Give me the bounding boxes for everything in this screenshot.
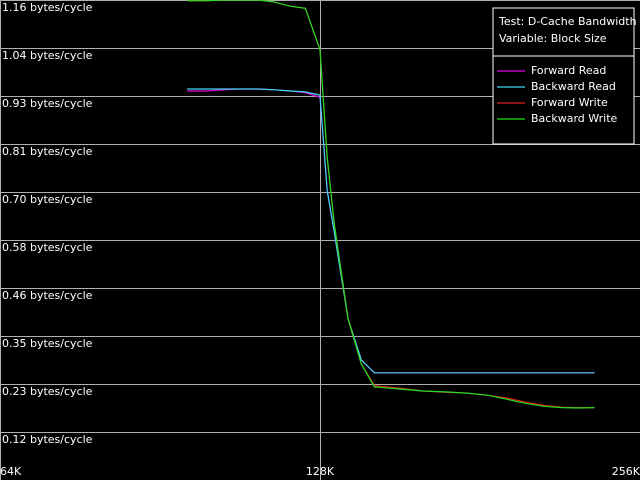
- y-tick-label: 0.23 bytes/cycle: [2, 385, 93, 398]
- y-tick-label: 0.58 bytes/cycle: [2, 241, 93, 254]
- y-tick-label: 0.70 bytes/cycle: [2, 193, 93, 206]
- y-tick-label: 0.12 bytes/cycle: [2, 433, 93, 446]
- x-tick-label: 128K: [306, 465, 335, 478]
- y-tick-label: 1.16 bytes/cycle: [2, 1, 93, 14]
- y-tick-label: 0.35 bytes/cycle: [2, 337, 93, 350]
- x-tick-label: 256K: [612, 465, 640, 478]
- data-line: [187, 88, 595, 374]
- legend-title: Test: D-Cache Bandwidth: [498, 15, 637, 28]
- plot: [187, 0, 595, 409]
- y-tick-label: 0.93 bytes/cycle: [2, 97, 93, 110]
- y-tick-label: 0.81 bytes/cycle: [2, 145, 93, 158]
- legend-label: Forward Write: [531, 96, 608, 109]
- legend-subtitle: Variable: Block Size: [499, 32, 607, 45]
- data-line: [187, 0, 595, 409]
- legend: Test: D-Cache Bandwidth Variable: Block …: [492, 7, 637, 145]
- y-tick-label: 0.46 bytes/cycle: [2, 289, 93, 302]
- legend-label: Backward Read: [531, 80, 616, 93]
- y-tick-label: 1.04 bytes/cycle: [2, 49, 93, 62]
- x-tick-label: 64K: [0, 465, 22, 478]
- legend-label: Backward Write: [531, 112, 618, 125]
- legend-box: [492, 7, 635, 145]
- legend-label: Forward Read: [531, 64, 606, 77]
